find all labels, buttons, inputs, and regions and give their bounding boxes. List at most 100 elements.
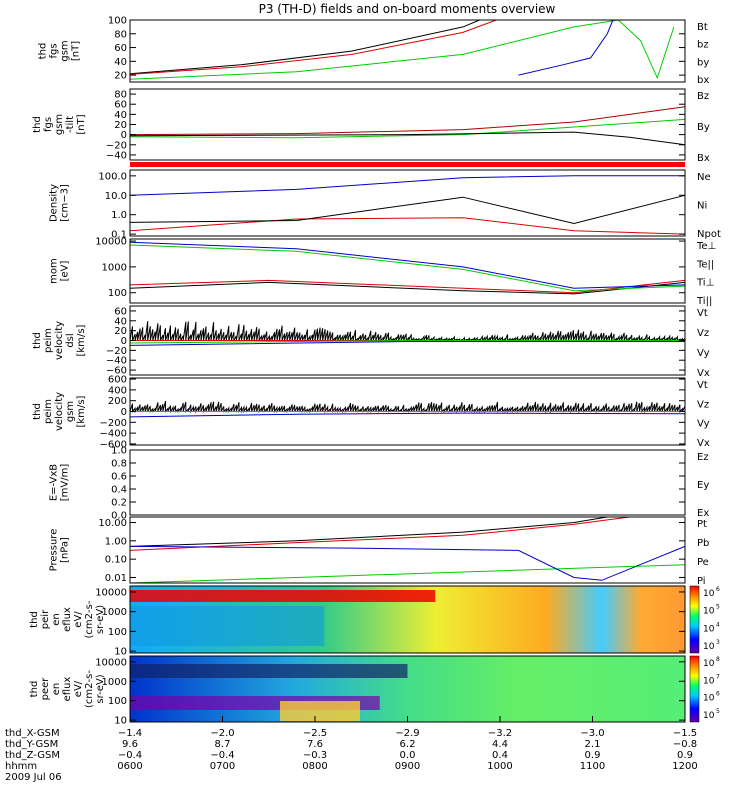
y-axis-label: thd: [29, 681, 40, 698]
legend-entry: Ex: [697, 508, 709, 519]
panel-frame: [129, 516, 686, 584]
y-axis-label: sr-eV): [95, 674, 106, 703]
legend-entry: bz: [697, 40, 709, 51]
y-axis-label: gsm: [54, 114, 65, 135]
panel-1: [129, 19, 686, 83]
y-axis-label: thd: [38, 43, 49, 60]
y-axis-label: dsl: [65, 333, 76, 347]
y-tick-label: 80: [114, 29, 127, 40]
series-by-line: [129, 118, 686, 139]
y-axis-label: -tilt: [65, 116, 76, 133]
y-tick-label: 1.0: [111, 210, 127, 221]
colorbar-tick-exp: 6: [716, 691, 720, 698]
y-axis-label: Pressure: [49, 529, 60, 572]
spectrogram-high-band: [130, 590, 436, 602]
colorbar-tick-exp: 4: [716, 621, 720, 628]
y-tick-label: −60: [106, 366, 127, 377]
y-axis-label: [nPa]: [60, 537, 71, 563]
y-tick-label: 0.1: [111, 230, 127, 241]
panel-frame: [129, 585, 686, 654]
series-ni-line: [129, 194, 686, 225]
panel-5: [129, 305, 686, 376]
series-bz-line: [129, 19, 497, 75]
x-tick-label: 8.7: [215, 739, 231, 750]
series-bx-line: [129, 131, 686, 146]
series-pe-line: [129, 564, 686, 584]
y-axis-label: sr-eV): [95, 605, 106, 634]
colorbar-tick: 10: [703, 589, 715, 599]
x-tick-label: 0700: [210, 761, 235, 772]
panel-7: [129, 449, 686, 516]
y-axis-label: thd: [29, 611, 40, 628]
y-axis-label: fgs: [49, 43, 60, 58]
series-pb-line: [129, 516, 630, 551]
y-axis-label: [km/s]: [76, 395, 87, 427]
y-axis-label: peer: [40, 677, 51, 701]
x-tick-label: 0.9: [677, 750, 693, 761]
legend-entry: Bx: [697, 153, 710, 164]
y-tick-label: −600: [100, 439, 127, 450]
legend-entry: Ne: [697, 172, 711, 183]
series-te-line: [129, 281, 686, 295]
x-axis-row-label: thd_Y-GSM: [5, 739, 58, 750]
x-tick-label: 0.0: [400, 750, 416, 761]
y-tick-label: 0.6: [111, 472, 127, 483]
y-tick-label: 10000: [95, 237, 127, 248]
x-tick-label: −2.9: [395, 728, 419, 739]
y-axis-label: (cm2-s-: [84, 600, 95, 638]
panel-frame: [129, 19, 686, 83]
x-tick-label: 0800: [302, 761, 327, 772]
x-tick-label: −1.5: [673, 728, 697, 739]
panel-frame: [129, 88, 686, 161]
colorbar-tick: 10: [703, 624, 715, 634]
y-tick-label: 10: [114, 716, 127, 727]
legend-entry: Ez: [697, 452, 709, 463]
legend-entry: Bt: [697, 22, 708, 33]
y-axis-label: [mV/m]: [60, 464, 71, 502]
y-axis-label: peir: [40, 609, 51, 629]
y-tick-label: 20: [114, 120, 127, 131]
y-tick-label: 40: [114, 110, 127, 121]
series-ti-line: [129, 241, 686, 289]
series-vy-line: [129, 340, 685, 344]
y-tick-label: 0.8: [111, 459, 127, 470]
series-bx-line: [518, 19, 614, 76]
legend-entry: Te||: [696, 259, 714, 270]
x-tick-label: 9.6: [122, 739, 138, 750]
legend-entry: by: [697, 57, 709, 68]
colorbar-2: [689, 655, 700, 723]
series-bt-line: [129, 19, 480, 75]
y-axis-label: velocity: [54, 392, 65, 431]
y-tick-label: 1000: [102, 607, 127, 618]
x-tick-label: 0.9: [585, 750, 601, 761]
legend-entry: Pb: [697, 538, 709, 549]
series-vt-line: [129, 321, 686, 343]
panel-frame: [129, 169, 686, 237]
y-axis-label: gsm: [60, 40, 71, 61]
series-vx-line: [129, 412, 686, 418]
panel-frame: [129, 238, 686, 304]
legend-entry: Ni: [697, 201, 707, 212]
y-axis-label: [nT]: [76, 114, 87, 134]
y-axis-label: thd: [32, 332, 43, 349]
legend-entry: Vx: [697, 438, 710, 449]
colorbar-tick: 10: [703, 694, 715, 704]
legend-entry: Bz: [697, 91, 709, 102]
y-tick-label: 60: [114, 100, 127, 111]
legend-entry: Vy: [697, 419, 710, 430]
series-npot-line: [129, 175, 685, 196]
series-pi-line: [129, 545, 686, 581]
legend-entry: Te⊥: [696, 241, 716, 252]
legend-entry: Vy: [697, 348, 710, 359]
y-tick-label: 1.00: [105, 536, 127, 547]
series-te-line: [129, 279, 686, 294]
spectrogram-hot-spot: [280, 701, 360, 721]
panel-9: [129, 585, 700, 654]
y-tick-label: 200: [108, 396, 127, 407]
y-tick-label: 60: [114, 43, 127, 54]
series-bz-line: [129, 106, 686, 136]
x-tick-label: 0.4: [492, 750, 508, 761]
y-tick-label: 400: [108, 385, 127, 396]
x-tick-label: −0.4: [210, 750, 234, 761]
